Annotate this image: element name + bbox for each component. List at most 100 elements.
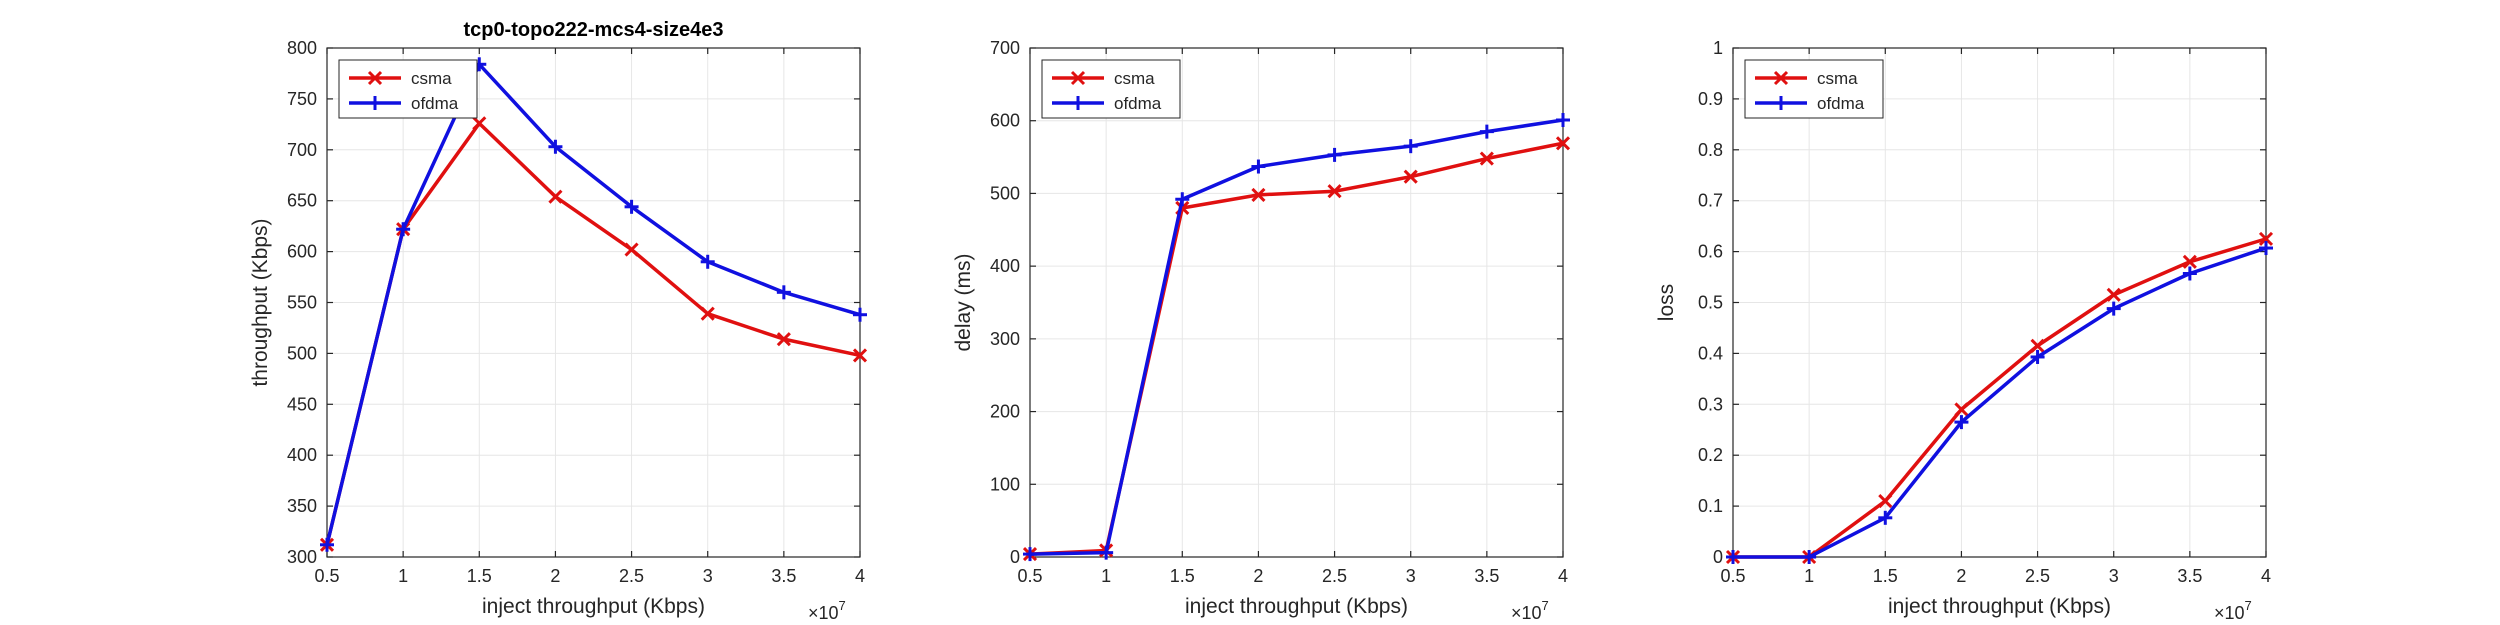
x-tick-label: 1 (1804, 566, 1814, 586)
y-tick-label: 600 (990, 111, 1020, 131)
y-tick-label: 300 (990, 329, 1020, 349)
data-point-ofdma (700, 254, 715, 269)
y-tick-label: 350 (287, 496, 317, 516)
data-point-csma (852, 348, 868, 363)
legend-box (1744, 59, 1884, 119)
charts-container: 0.5 1 1.5 2 2.5 3 3.5 4300350400450500550600650… (249, 19, 2274, 623)
y-tick-label: 0.8 (1698, 140, 1723, 160)
legend-swatch-marker (367, 70, 383, 86)
x-axis-label: inject throughput (Kbps) (1888, 595, 2111, 618)
data-point-ofdma (2259, 241, 2273, 256)
data-point-csma (472, 116, 487, 131)
data-point-ofdma (1251, 159, 1266, 174)
legend-label: ofdma (1114, 94, 1162, 113)
y-tick-label: 0.5 (1698, 293, 1723, 313)
data-point-ofdma (2030, 349, 2045, 364)
x-axis-label: inject throughput (Kbps) (1185, 595, 1408, 618)
data-point-ofdma (1878, 510, 1893, 525)
series-ofdma (1023, 112, 1570, 562)
data-point-csma (2182, 254, 2197, 269)
data-point-csma (776, 332, 791, 347)
data-point-ofdma (1726, 550, 1740, 564)
y-tick-label: 400 (287, 445, 317, 465)
x-exponent-value: 7 (2245, 598, 2252, 613)
axes-box (1029, 47, 1564, 558)
y-tick-label: 0.3 (1698, 394, 1723, 414)
y-tick-label: 0.4 (1698, 343, 1723, 363)
x-exponent-base: ×10 (808, 603, 839, 623)
x-tick-label: 3.5 (1474, 566, 1499, 586)
x-tick-label: 2.5 (2025, 566, 2050, 586)
legend-swatch-marker (1774, 96, 1788, 110)
x-tick-label: 3.5 (771, 566, 796, 586)
data-point-ofdma (320, 537, 334, 552)
legend-swatch-marker (368, 96, 382, 110)
y-axis: 0 100 200 300 400 500 600 700 (990, 38, 1563, 567)
legend-swatch-marker (1070, 70, 1086, 86)
x-tick-label: 2 (1956, 566, 1966, 586)
data-point-ofdma (1175, 192, 1190, 207)
data-point-csma (1954, 402, 1969, 417)
x-tick-label: 0.5 (1720, 566, 1745, 586)
legend-entry-ofdma: ofdma (1052, 94, 1162, 113)
data-point-ofdma (1099, 545, 1114, 560)
data-point-csma (2106, 287, 2121, 302)
x-tick-label: 2.5 (1322, 566, 1347, 586)
y-tick-label: 300 (287, 547, 317, 567)
chart-panel-1: 0.5 1 1.5 2 2.5 3 3.5 4 300 350 400 450 500 550 600 650… (249, 19, 868, 623)
legend-label: ofdma (1817, 94, 1865, 113)
x-tick-label: 2.5 (619, 566, 644, 586)
data-point-ofdma (1403, 139, 1418, 154)
series-line-ofdma (1029, 118, 1564, 556)
x-exponent-label: ×107 (2214, 598, 2252, 623)
y-tick-label: 800 (287, 38, 317, 58)
y-axis-label: delay (ms) (952, 253, 975, 351)
x-tick-label: 0.5 (314, 566, 339, 586)
data-point-ofdma (1954, 415, 1969, 430)
series-line-ofdma (325, 62, 861, 546)
x-tick-label: 2 (1253, 566, 1263, 586)
y-tick-label: 400 (990, 256, 1020, 276)
x-tick-label: 4 (2261, 566, 2271, 586)
chart-title: tcp0-topo222-mcs4-size4e3 (463, 19, 723, 41)
x-tick-label: 1.5 (1873, 566, 1898, 586)
x-tick-label: 1.5 (1170, 566, 1195, 586)
data-point-ofdma (624, 199, 639, 214)
legend-swatch-marker (1071, 96, 1085, 110)
data-point-csma (1878, 493, 1893, 509)
x-axis: 0.5 1 1.5 2 2.5 3 3.5 4 (1017, 48, 1568, 586)
y-tick-label: 0 (1010, 547, 1020, 567)
data-point-csma (1479, 151, 1494, 166)
x-exponent-value: 7 (1542, 598, 1549, 613)
x-axis: 0.5 1 1.5 2 2.5 3 3.5 4 (1720, 48, 2271, 586)
y-tick-label: 600 (287, 242, 317, 262)
y-tick-label: 1 (1713, 38, 1723, 58)
legend-entry-csma: csma (1755, 69, 1858, 88)
x-axis-label: inject throughput (Kbps) (482, 595, 705, 618)
y-axis: 300 350 400 450 500 550 600 650 700 750 800 (287, 38, 860, 567)
y-tick-label: 650 (287, 191, 317, 211)
legend: csma ofdma (338, 59, 478, 119)
y-tick-label: 700 (287, 140, 317, 160)
legend-entry-csma: csma (349, 69, 452, 88)
x-exponent-base: ×10 (2214, 603, 2245, 623)
data-point-ofdma (1556, 112, 1570, 127)
data-point-csma (1555, 136, 1571, 151)
x-tick-label: 3 (2109, 566, 2119, 586)
x-tick-label: 0.5 (1017, 566, 1042, 586)
legend-label: csma (411, 69, 452, 88)
data-point-ofdma (396, 222, 411, 237)
legend: csma ofdma (1041, 59, 1181, 119)
data-point-csma (700, 306, 715, 321)
x-exponent-value: 7 (839, 598, 846, 613)
legend-swatch-marker (1773, 70, 1789, 86)
x-exponent-base: ×10 (1511, 603, 1542, 623)
y-tick-label: 700 (990, 38, 1020, 58)
data-point-ofdma (2182, 266, 2197, 281)
data-point-ofdma (776, 285, 791, 300)
data-point-ofdma (1802, 550, 1817, 564)
y-tick-label: 550 (287, 293, 317, 313)
x-tick-label: 3 (703, 566, 713, 586)
series-ofdma (320, 57, 867, 552)
